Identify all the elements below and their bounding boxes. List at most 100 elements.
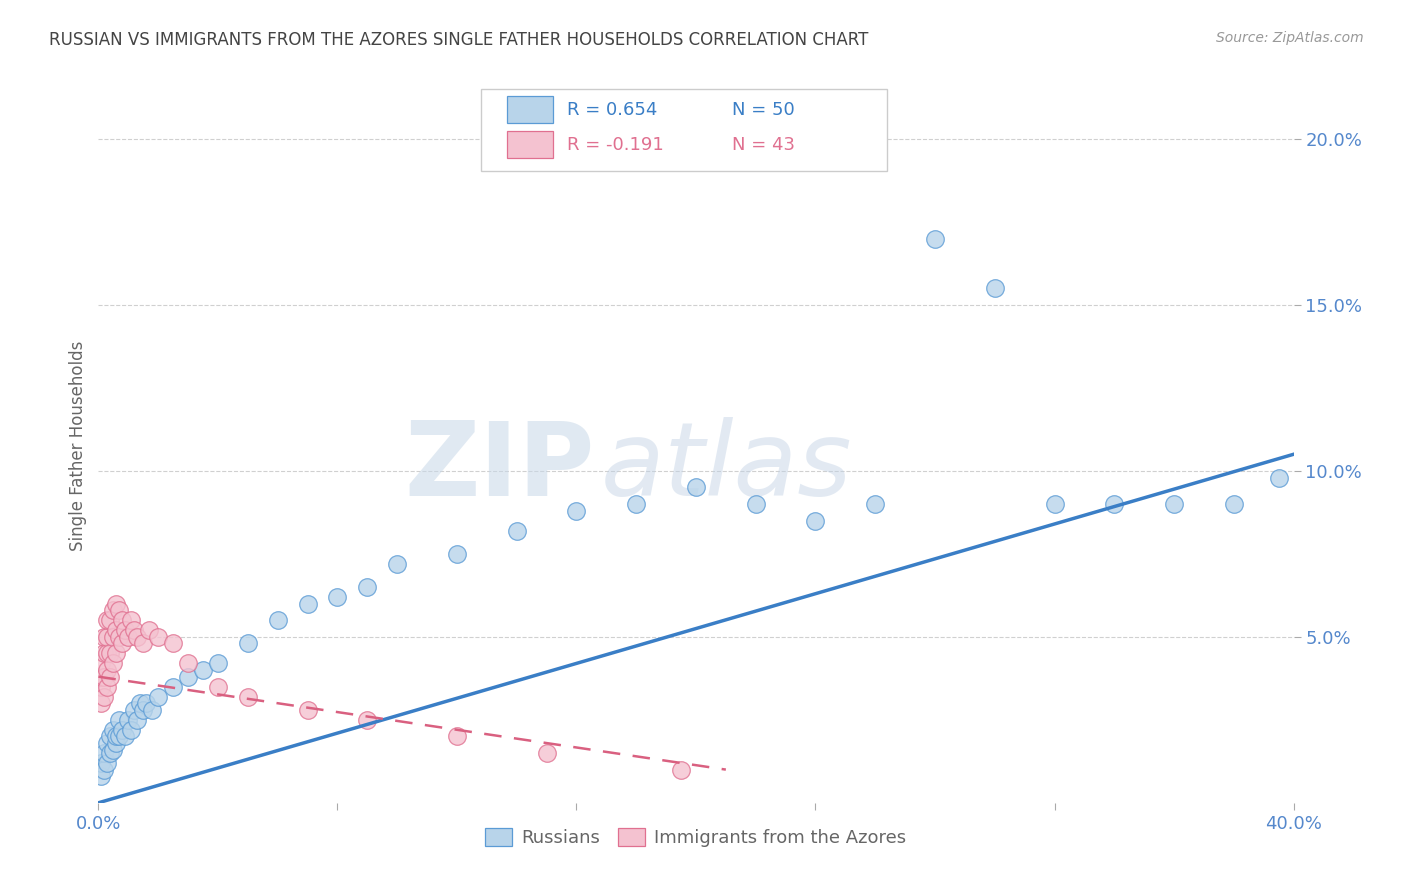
Point (111, 636, 134, 650)
Point (297, 597, 319, 611)
Point (105, 736, 128, 750)
Point (98, 730, 122, 744)
Point (207, 657, 229, 671)
Point (129, 696, 152, 710)
Point (177, 657, 200, 671)
FancyBboxPatch shape (481, 89, 887, 171)
Point (93, 630, 115, 644)
Point (132, 703, 155, 717)
Point (90, 680, 112, 694)
Point (236, 690, 259, 704)
Point (96, 680, 118, 694)
Point (103, 603, 125, 617)
Point (207, 680, 229, 694)
Text: R = 0.654: R = 0.654 (567, 101, 657, 119)
Point (297, 703, 319, 717)
Point (148, 630, 170, 644)
Point (96, 736, 118, 750)
Text: Source: ZipAtlas.com: Source: ZipAtlas.com (1216, 31, 1364, 45)
Point (506, 524, 529, 538)
Point (356, 713, 378, 727)
Point (98, 746, 122, 760)
Bar (508, 96, 553, 123)
Point (626, 497, 648, 511)
Point (924, 231, 946, 245)
Point (1104, 497, 1126, 511)
Point (108, 713, 131, 727)
Point (135, 696, 157, 710)
Point (804, 514, 827, 528)
Point (148, 690, 170, 704)
Point (111, 613, 134, 627)
Point (108, 603, 131, 617)
Point (669, 763, 692, 777)
Point (93, 647, 115, 661)
Point (96, 756, 118, 770)
Point (177, 670, 200, 684)
Point (536, 746, 558, 760)
Point (90, 670, 112, 684)
Point (108, 630, 131, 644)
Point (685, 481, 707, 495)
Point (90, 756, 112, 770)
Text: atlas: atlas (600, 417, 852, 517)
Point (117, 630, 139, 644)
Point (93, 746, 115, 760)
Point (117, 713, 139, 727)
Point (1267, 470, 1289, 484)
Point (103, 630, 125, 644)
Point (105, 597, 128, 611)
Point (111, 723, 134, 737)
Point (124, 624, 146, 638)
Text: N = 43: N = 43 (733, 136, 794, 153)
Point (105, 647, 128, 661)
Point (103, 742, 125, 756)
Point (565, 504, 588, 518)
Point (127, 630, 149, 644)
Point (120, 723, 142, 737)
Point (326, 590, 349, 604)
Point (114, 730, 136, 744)
Point (1163, 497, 1185, 511)
Point (124, 703, 146, 717)
Point (90, 657, 112, 671)
Text: R = -0.191: R = -0.191 (567, 136, 664, 153)
Point (93, 690, 115, 704)
Legend: Russians, Immigrants from the Azores: Russians, Immigrants from the Azores (478, 821, 914, 855)
Point (141, 703, 163, 717)
Point (96, 647, 118, 661)
Text: N = 50: N = 50 (733, 101, 794, 119)
Point (162, 636, 184, 650)
Point (745, 497, 768, 511)
Point (446, 547, 468, 561)
Point (236, 636, 259, 650)
Text: ZIP: ZIP (404, 417, 595, 518)
Point (120, 613, 142, 627)
Point (105, 624, 128, 638)
Text: RUSSIAN VS IMMIGRANTS FROM THE AZORES SINGLE FATHER HOUSEHOLDS CORRELATION CHART: RUSSIAN VS IMMIGRANTS FROM THE AZORES SI… (49, 31, 869, 49)
Point (132, 636, 155, 650)
Point (93, 763, 115, 777)
Point (108, 730, 131, 744)
Point (98, 613, 122, 627)
Point (865, 497, 887, 511)
Y-axis label: Single Father Households: Single Father Households (69, 341, 87, 551)
Point (103, 657, 125, 671)
Point (446, 730, 468, 744)
Bar (508, 131, 553, 159)
Point (127, 713, 149, 727)
Point (98, 647, 122, 661)
Point (162, 680, 184, 694)
Point (356, 580, 378, 594)
Point (96, 613, 118, 627)
Point (1043, 497, 1066, 511)
Point (138, 624, 160, 638)
Point (90, 696, 112, 710)
Point (114, 624, 136, 638)
Point (98, 670, 122, 684)
Point (90, 769, 112, 783)
Point (105, 730, 128, 744)
Point (385, 557, 409, 571)
Point (1223, 497, 1246, 511)
Point (267, 613, 290, 627)
